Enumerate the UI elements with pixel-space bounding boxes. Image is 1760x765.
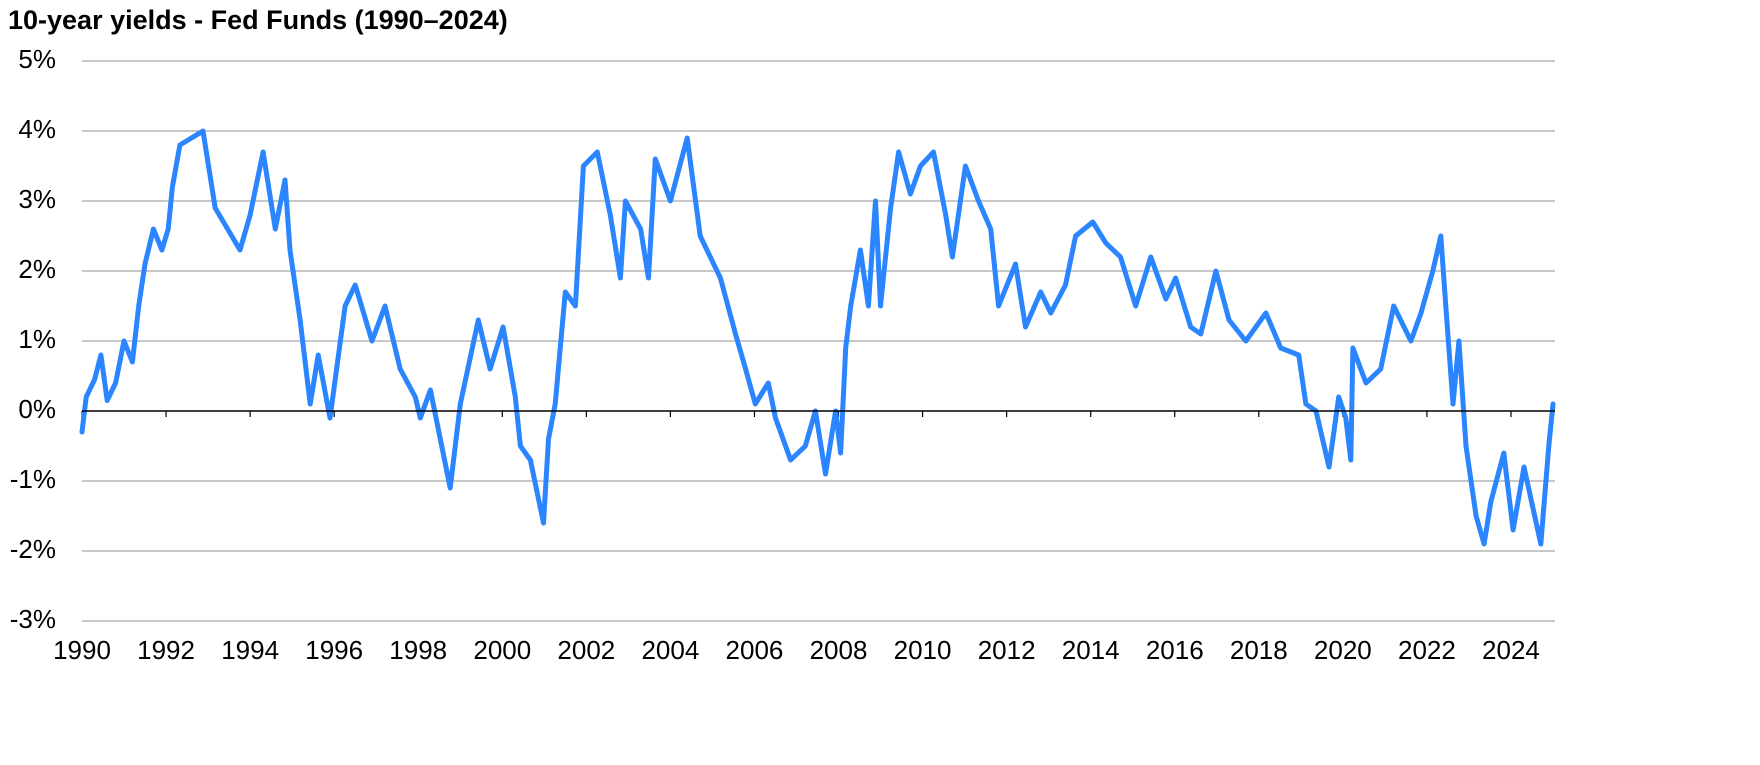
x-tick-label: 1994 (221, 635, 279, 665)
y-tick-label: 1% (18, 324, 56, 354)
x-tick-label: 2004 (641, 635, 699, 665)
x-tick-label: 2002 (557, 635, 615, 665)
y-tick-label: 0% (18, 394, 56, 424)
y-tick-label: -3% (10, 604, 56, 634)
y-tick-label: 3% (18, 184, 56, 214)
x-tick-label: 2008 (810, 635, 868, 665)
y-tick-label: 4% (18, 114, 56, 144)
x-tick-label: 2000 (473, 635, 531, 665)
x-tick-label: 2012 (978, 635, 1036, 665)
x-tick-label: 2016 (1146, 635, 1204, 665)
y-tick-label: -1% (10, 464, 56, 494)
y-tick-label: -2% (10, 534, 56, 564)
x-tick-label: 2014 (1062, 635, 1120, 665)
x-tick-label: 2022 (1398, 635, 1456, 665)
series-line (79, 128, 1556, 547)
x-tick-label: 1992 (137, 635, 195, 665)
x-tick-label: 2006 (726, 635, 784, 665)
x-tick-label: 1996 (305, 635, 363, 665)
x-tick-label: 2020 (1314, 635, 1372, 665)
x-tick-label: 1990 (53, 635, 111, 665)
x-tick-label: 2024 (1482, 635, 1540, 665)
y-tick-label: 5% (18, 44, 56, 74)
y-tick-label: 2% (18, 254, 56, 284)
x-tick-label: 2010 (894, 635, 952, 665)
x-tick-label: 1998 (389, 635, 447, 665)
x-tick-label: 2018 (1230, 635, 1288, 665)
chart-title: 10-year yields - Fed Funds (1990–2024) (8, 5, 508, 35)
